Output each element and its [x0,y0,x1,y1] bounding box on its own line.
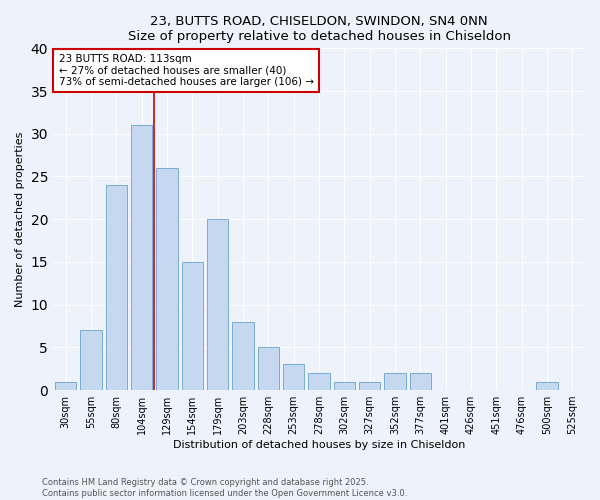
Bar [283,364,304,390]
Bar [106,185,127,390]
Text: 23 BUTTS ROAD: 113sqm
← 27% of detached houses are smaller (40)
73% of semi-deta: 23 BUTTS ROAD: 113sqm ← 27% of detached … [59,54,314,87]
Bar [55,382,76,390]
Bar [257,348,279,390]
Bar [308,373,330,390]
Bar [182,262,203,390]
Text: Contains HM Land Registry data © Crown copyright and database right 2025.
Contai: Contains HM Land Registry data © Crown c… [42,478,407,498]
Bar [536,382,558,390]
Y-axis label: Number of detached properties: Number of detached properties [15,132,25,307]
Bar [207,219,229,390]
Title: 23, BUTTS ROAD, CHISELDON, SWINDON, SN4 0NN
Size of property relative to detache: 23, BUTTS ROAD, CHISELDON, SWINDON, SN4 … [128,15,511,43]
Bar [410,373,431,390]
Bar [384,373,406,390]
Bar [80,330,102,390]
Bar [156,168,178,390]
Bar [359,382,380,390]
Bar [334,382,355,390]
Bar [131,125,152,390]
Bar [232,322,254,390]
X-axis label: Distribution of detached houses by size in Chiseldon: Distribution of detached houses by size … [173,440,465,450]
